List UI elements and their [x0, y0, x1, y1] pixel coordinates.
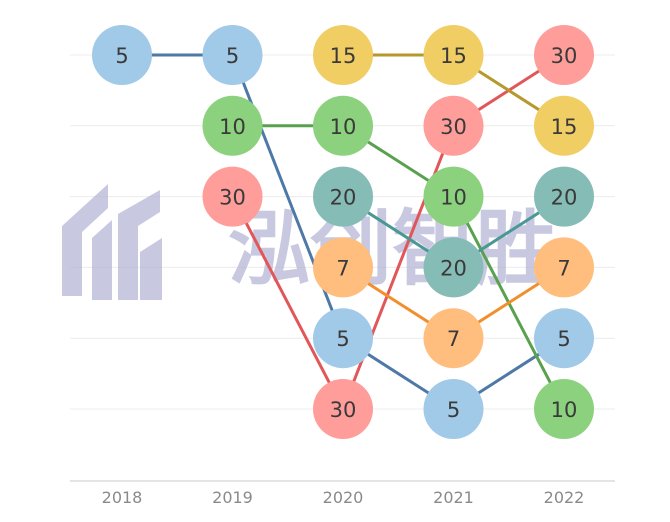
data-point	[202, 25, 263, 85]
x-tick-label: 2018	[102, 488, 143, 507]
data-point	[202, 95, 263, 156]
data-label: 30	[440, 115, 467, 139]
data-point	[534, 237, 594, 298]
data-label: 30	[219, 186, 246, 210]
data-label: 10	[440, 186, 467, 210]
data-point	[313, 25, 373, 85]
data-label: 15	[440, 44, 467, 68]
data-label: 7	[557, 256, 570, 280]
data-point	[92, 25, 152, 85]
watermark-logo-icon	[62, 184, 162, 300]
x-tick-label: 2021	[433, 488, 474, 507]
data-label: 5	[447, 398, 460, 422]
data-point	[202, 166, 263, 227]
x-axis: 2018 2019 2020 2021 2022	[70, 480, 615, 507]
x-tick-label: 2020	[323, 488, 364, 507]
data-label: 10	[219, 115, 246, 139]
data-label: 30	[551, 44, 578, 68]
data-point	[534, 95, 594, 156]
data-label: 7	[447, 327, 460, 351]
data-point	[313, 379, 373, 439]
data-point	[313, 308, 373, 369]
data-point	[534, 379, 594, 439]
data-point	[423, 379, 484, 439]
data-point	[423, 166, 484, 227]
data-label: 20	[551, 186, 578, 210]
data-point	[423, 237, 484, 298]
data-label: 10	[551, 398, 578, 422]
data-point	[313, 237, 373, 298]
data-point	[534, 25, 594, 85]
data-label: 5	[336, 327, 349, 351]
data-label: 5	[115, 44, 128, 68]
series-points: 5 5 5 5 5 10 10 10 10 30 30 30 30 15 15 15 20 20 20 7 7 7	[92, 25, 594, 439]
x-tick-label: 2022	[544, 488, 585, 507]
data-point	[534, 308, 594, 369]
data-label: 20	[440, 256, 467, 280]
data-point	[313, 166, 373, 227]
data-label: 30	[330, 398, 357, 422]
x-tick-label: 2019	[212, 488, 253, 507]
data-label: 7	[336, 256, 349, 280]
data-point	[313, 95, 373, 156]
data-label: 5	[226, 44, 239, 68]
data-label: 20	[330, 186, 357, 210]
data-label: 5	[557, 327, 570, 351]
data-label: 15	[551, 115, 578, 139]
data-point	[423, 308, 484, 369]
data-point	[423, 25, 484, 85]
data-point	[423, 95, 484, 156]
data-label: 15	[330, 44, 357, 68]
data-point	[534, 166, 594, 227]
data-label: 10	[330, 115, 357, 139]
